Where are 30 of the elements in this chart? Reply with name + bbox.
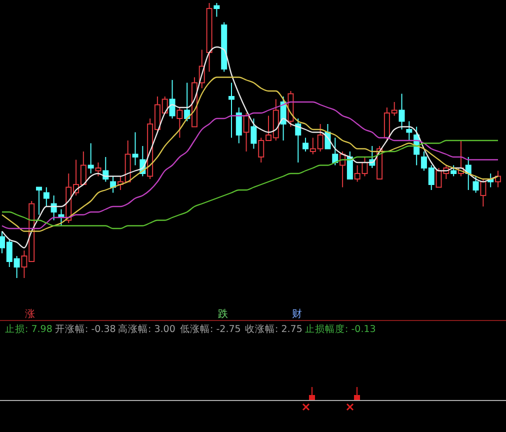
candlestick [176,107,183,138]
text: 止损幅度: -0.13 [305,323,376,335]
candlestick [36,186,42,216]
text: 涨 [25,308,35,320]
candlestick [480,178,486,207]
candlestick [346,151,353,180]
candlestick [450,164,457,177]
candlestick [302,137,309,152]
candlestick [214,2,220,18]
candlestick [295,118,302,163]
text: 财 [292,308,302,320]
candlestick [88,142,94,174]
candlestick [43,186,50,207]
text: 高涨幅: 3.00 [118,323,176,335]
candlestick [132,132,138,166]
candlestick [406,120,412,141]
candlestick [243,112,250,152]
text: 收涨幅: 2.75 [245,323,302,335]
text: 止损: 7.98 [5,323,52,335]
candlestick [250,118,257,150]
candlestick [169,80,176,119]
text: 开涨幅: -0.38 [55,323,116,335]
candlestick [228,82,234,138]
candlestick [95,162,102,177]
text: 跌 [218,308,228,320]
candlestick [472,176,479,194]
candlestick [398,93,405,130]
candlestick [236,107,242,144]
text: 低涨幅: -2.75 [180,323,241,335]
candlestick [495,170,501,188]
